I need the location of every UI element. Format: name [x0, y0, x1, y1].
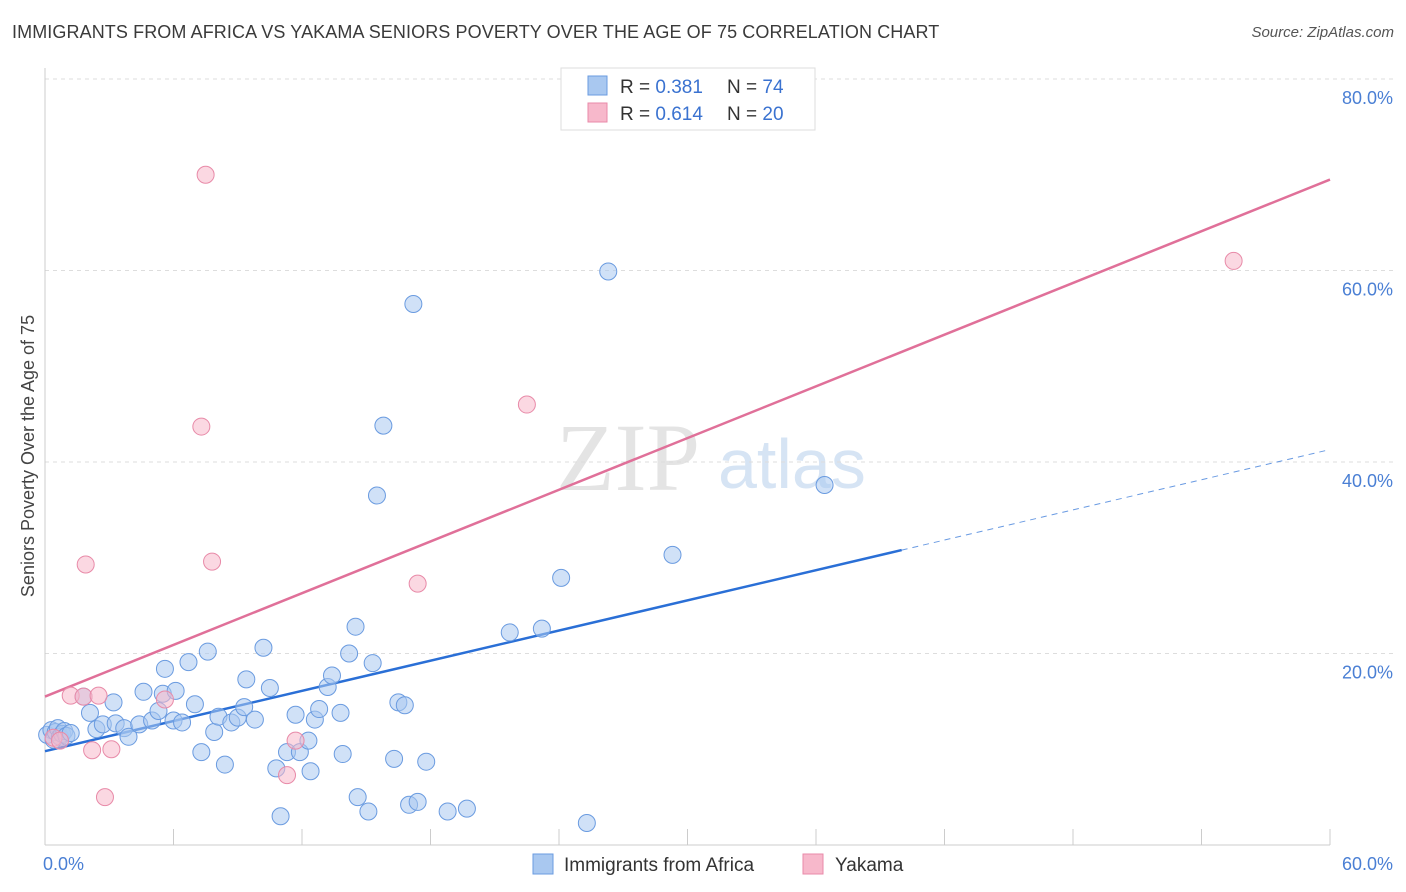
- point-africa-38: [245, 710, 264, 729]
- point-africa-73: [577, 813, 596, 832]
- legend-swatch-pink: [587, 102, 608, 123]
- y-tick-label-40: 40.0%: [1342, 471, 1393, 491]
- legend-r-value-2: 0.614: [655, 104, 703, 125]
- svg-text:R = 0.614: R = 0.614: [620, 104, 703, 125]
- point-yakama-14: [286, 731, 305, 750]
- point-yakama-5: [83, 741, 102, 760]
- legend-r-label-2: R =: [620, 104, 655, 125]
- point-africa-30: [198, 642, 217, 661]
- chart-title: IMMIGRANTS FROM AFRICA VS YAKAMA SENIORS…: [12, 22, 940, 42]
- legend-n-value-1: 74: [762, 77, 784, 98]
- tick-labels: 20.0% 40.0% 60.0% 80.0% 0.0% 60.0%: [43, 88, 1393, 874]
- point-africa-67: [417, 752, 436, 771]
- svg-text:N = 74: N = 74: [727, 77, 784, 98]
- point-africa-17: [119, 727, 138, 746]
- bottom-legend-label-yakama: Yakama: [835, 855, 904, 876]
- svg-text:R = 0.381: R = 0.381: [620, 77, 703, 98]
- point-africa-37: [237, 670, 256, 689]
- point-africa-54: [340, 644, 359, 663]
- point-africa-72: [552, 568, 571, 587]
- legend-n-label-2: N =: [727, 104, 762, 125]
- point-africa-63: [395, 696, 414, 715]
- x-tick-label-min: 0.0%: [43, 854, 84, 874]
- point-africa-26: [173, 713, 192, 732]
- bottom-legend: Immigrants from Africa Yakama: [532, 853, 904, 876]
- point-yakama-17: [1224, 251, 1243, 270]
- point-africa-11: [80, 703, 99, 722]
- point-africa-19: [134, 682, 153, 701]
- point-yakama-11: [196, 165, 215, 184]
- data-points: [38, 165, 1243, 832]
- point-yakama-16: [517, 395, 536, 414]
- point-yakama-10: [192, 417, 211, 436]
- trend-line-africa-extension: [901, 449, 1331, 551]
- grid-lines: [45, 78, 1395, 654]
- legend-r-value-1: 0.381: [655, 77, 703, 98]
- legend-n-value-2: 20: [762, 104, 783, 125]
- point-africa-70: [500, 623, 519, 642]
- point-africa-71: [532, 619, 551, 638]
- point-yakama-9: [155, 690, 174, 709]
- watermark-zip: ZIP: [556, 404, 700, 511]
- point-africa-58: [363, 654, 382, 673]
- point-africa-49: [310, 700, 329, 719]
- y-tick-label-60: 60.0%: [1342, 280, 1393, 300]
- axes: [44, 68, 1331, 846]
- point-africa-42: [271, 807, 290, 826]
- source-label: Source: ZipAtlas.com: [1251, 24, 1394, 41]
- bottom-legend-swatch-pink: [802, 853, 824, 875]
- point-africa-36: [235, 698, 254, 717]
- point-africa-28: [185, 695, 204, 714]
- point-yakama-7: [95, 788, 114, 807]
- bottom-legend-swatch-blue: [532, 853, 554, 875]
- point-yakama-6: [89, 686, 108, 705]
- legend-swatch-blue: [587, 75, 608, 96]
- legend-n-label-1: N =: [727, 77, 762, 98]
- point-africa-55: [346, 617, 365, 636]
- legend-r-label-1: R =: [620, 77, 655, 98]
- point-africa-56: [348, 788, 367, 807]
- point-africa-61: [385, 749, 404, 768]
- point-africa-51: [322, 666, 341, 685]
- y-tick-label-20: 20.0%: [1342, 663, 1393, 683]
- point-yakama-3: [74, 687, 93, 706]
- point-yakama-12: [203, 552, 222, 571]
- point-africa-69: [457, 799, 476, 818]
- point-yakama-15: [408, 574, 427, 593]
- bottom-legend-label-africa: Immigrants from Africa: [564, 855, 754, 876]
- point-africa-23: [155, 659, 174, 678]
- y-axis-label: Seniors Poverty Over the Age of 75: [18, 315, 38, 597]
- point-africa-44: [286, 705, 305, 724]
- point-africa-65: [404, 295, 423, 314]
- point-africa-57: [359, 802, 378, 821]
- point-yakama-8: [102, 740, 121, 759]
- point-africa-39: [254, 638, 273, 657]
- point-africa-47: [301, 762, 320, 781]
- point-africa-60: [374, 416, 393, 435]
- point-africa-31: [205, 723, 224, 742]
- x-tick-label-max: 60.0%: [1342, 854, 1393, 874]
- point-africa-59: [367, 486, 386, 505]
- svg-text:N = 20: N = 20: [727, 104, 784, 125]
- point-africa-27: [179, 653, 198, 672]
- point-yakama-1: [50, 731, 69, 750]
- point-africa-68: [438, 802, 457, 821]
- point-africa-14: [104, 693, 123, 712]
- point-yakama-13: [278, 766, 297, 785]
- legend: R = 0.381 N = 74 R = 0.614 N = 20: [560, 67, 816, 131]
- point-africa-75: [663, 545, 682, 564]
- trend-line-yakama: [44, 178, 1331, 698]
- y-tick-label-80: 80.0%: [1342, 88, 1393, 108]
- point-africa-29: [192, 743, 211, 762]
- watermark-atlas: atlas: [718, 425, 866, 503]
- point-africa-74: [599, 262, 618, 281]
- point-africa-76: [815, 475, 834, 494]
- point-africa-40: [260, 678, 279, 697]
- point-africa-33: [215, 755, 234, 774]
- point-africa-53: [333, 745, 352, 764]
- point-yakama-4: [76, 555, 95, 574]
- point-africa-66: [408, 792, 427, 811]
- point-africa-52: [331, 703, 350, 722]
